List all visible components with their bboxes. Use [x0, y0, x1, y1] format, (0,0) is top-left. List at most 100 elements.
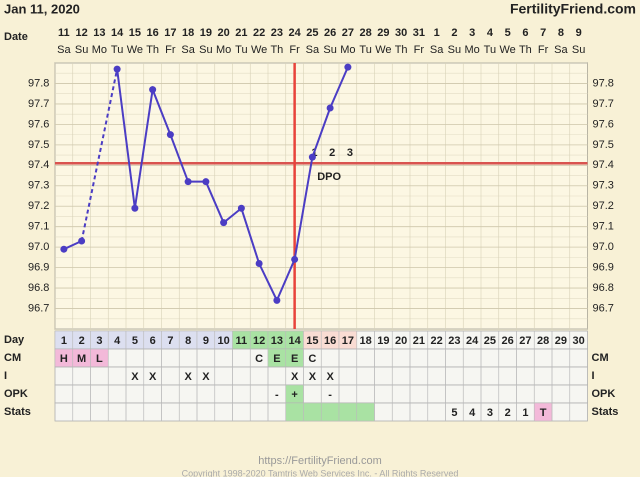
date-label: 5	[505, 27, 511, 39]
cell-text: 11	[236, 335, 248, 347]
row-label-right: CM	[592, 352, 609, 364]
date-label: 31	[413, 27, 425, 39]
temp-point	[237, 204, 245, 212]
cell-text: +	[291, 389, 297, 401]
y-tick-label: 97.8	[28, 77, 49, 89]
weekday-label: Sa	[554, 44, 568, 56]
cell-text: -	[328, 389, 332, 401]
weekday-label: Th	[395, 44, 408, 56]
weekday-label: Su	[323, 44, 336, 56]
cell-text: 7	[167, 335, 173, 347]
row-label-right: I	[592, 370, 595, 382]
row-label: Day	[4, 334, 25, 346]
date-label: 16	[147, 27, 159, 39]
cell-text: M	[77, 353, 86, 365]
cell-text: L	[96, 353, 103, 365]
weekday-label: Th	[146, 44, 159, 56]
weekday-label: Su	[572, 44, 585, 56]
cell-text: 8	[185, 335, 191, 347]
y-tick-label: 96.7	[28, 302, 49, 314]
temp-point	[78, 237, 86, 245]
weekday-label: Th	[270, 44, 283, 56]
cell-text: 3	[96, 335, 102, 347]
date-label: 19	[200, 27, 212, 39]
weekday-label: We	[251, 44, 267, 56]
date-label: 24	[289, 27, 302, 39]
cell-text: 24	[466, 335, 479, 347]
y-tick-label-right: 97.8	[593, 77, 614, 89]
weekday-label: Su	[75, 44, 88, 56]
row-label: Stats	[4, 406, 31, 418]
date-label: 23	[271, 27, 283, 39]
row-label: I	[4, 370, 7, 382]
temp-point	[149, 86, 157, 94]
date-label: 1	[434, 27, 440, 39]
y-tick-label-right: 97.2	[593, 200, 614, 212]
weekday-label: We	[375, 44, 391, 56]
weekday-label: Tu	[484, 44, 496, 56]
date-label: 11	[58, 27, 70, 39]
y-tick-label: 96.8	[28, 282, 49, 294]
copyright: Copyright 1998-2020 Tamtris Web Services…	[182, 468, 459, 477]
cell-text: E	[273, 353, 280, 365]
weekday-label: Sa	[306, 44, 320, 56]
date-label: 13	[93, 27, 105, 39]
cell-text: 23	[448, 335, 460, 347]
date-label: 29	[377, 27, 389, 39]
date-label: 14	[111, 27, 124, 39]
site-name: FertilityFriend.com	[510, 1, 636, 17]
cell-text: 25	[484, 335, 496, 347]
cell-text: X	[309, 371, 317, 383]
temp-point	[326, 104, 334, 112]
row-label-right: Stats	[592, 406, 619, 418]
row-label: OPK	[4, 388, 28, 400]
temp-point	[344, 63, 352, 71]
date-label: 7	[540, 27, 546, 39]
temp-point	[184, 178, 192, 186]
temp-point	[60, 245, 68, 253]
cell-text: C	[255, 353, 263, 365]
cell-text: 6	[150, 335, 156, 347]
date-label: 8	[558, 27, 564, 39]
cell-text: X	[149, 371, 157, 383]
cell-text: 5	[451, 407, 457, 419]
date-label: 18	[182, 27, 194, 39]
y-tick-label: 97.1	[28, 221, 49, 233]
cell-text: 2	[79, 335, 85, 347]
weekday-label: Mo	[464, 44, 479, 56]
cell-text: 29	[555, 335, 567, 347]
y-tick-label: 97.5	[28, 139, 49, 151]
weekday-label: Fr	[165, 44, 176, 56]
cell	[303, 402, 322, 422]
y-tick-label: 97.7	[28, 98, 49, 110]
date-label: 20	[218, 27, 230, 39]
cell-text: -	[275, 389, 279, 401]
weekday-label: Tu	[359, 44, 371, 56]
y-tick-label-right: 96.9	[593, 262, 614, 274]
date-label: 22	[253, 27, 265, 39]
date-label: 4	[487, 27, 494, 39]
temp-point	[255, 260, 263, 268]
temp-point	[166, 131, 174, 139]
y-tick-label-right: 97.7	[593, 98, 614, 110]
date-label: 26	[324, 27, 336, 39]
weekday-label: Sa	[57, 44, 71, 56]
temp-line	[116, 66, 349, 303]
temp-point	[291, 255, 299, 263]
footer-url: https://FertilityFriend.com	[258, 455, 381, 467]
row-label: CM	[4, 352, 21, 364]
y-tick-label: 97.3	[28, 180, 49, 192]
weekday-label: Tu	[111, 44, 123, 56]
temp-point	[308, 153, 316, 161]
date-label: 15	[129, 27, 141, 39]
gap-connector	[80, 68, 119, 242]
cell-text: 10	[218, 335, 230, 347]
cell-text: H	[60, 353, 68, 365]
date-label: 9	[576, 27, 582, 39]
cell-text: 15	[306, 335, 318, 347]
date-label: 21	[235, 27, 247, 39]
cell-text: 5	[132, 335, 138, 347]
date-label: 27	[342, 27, 354, 39]
cell-text: 17	[342, 335, 354, 347]
cell-text: 26	[502, 335, 514, 347]
